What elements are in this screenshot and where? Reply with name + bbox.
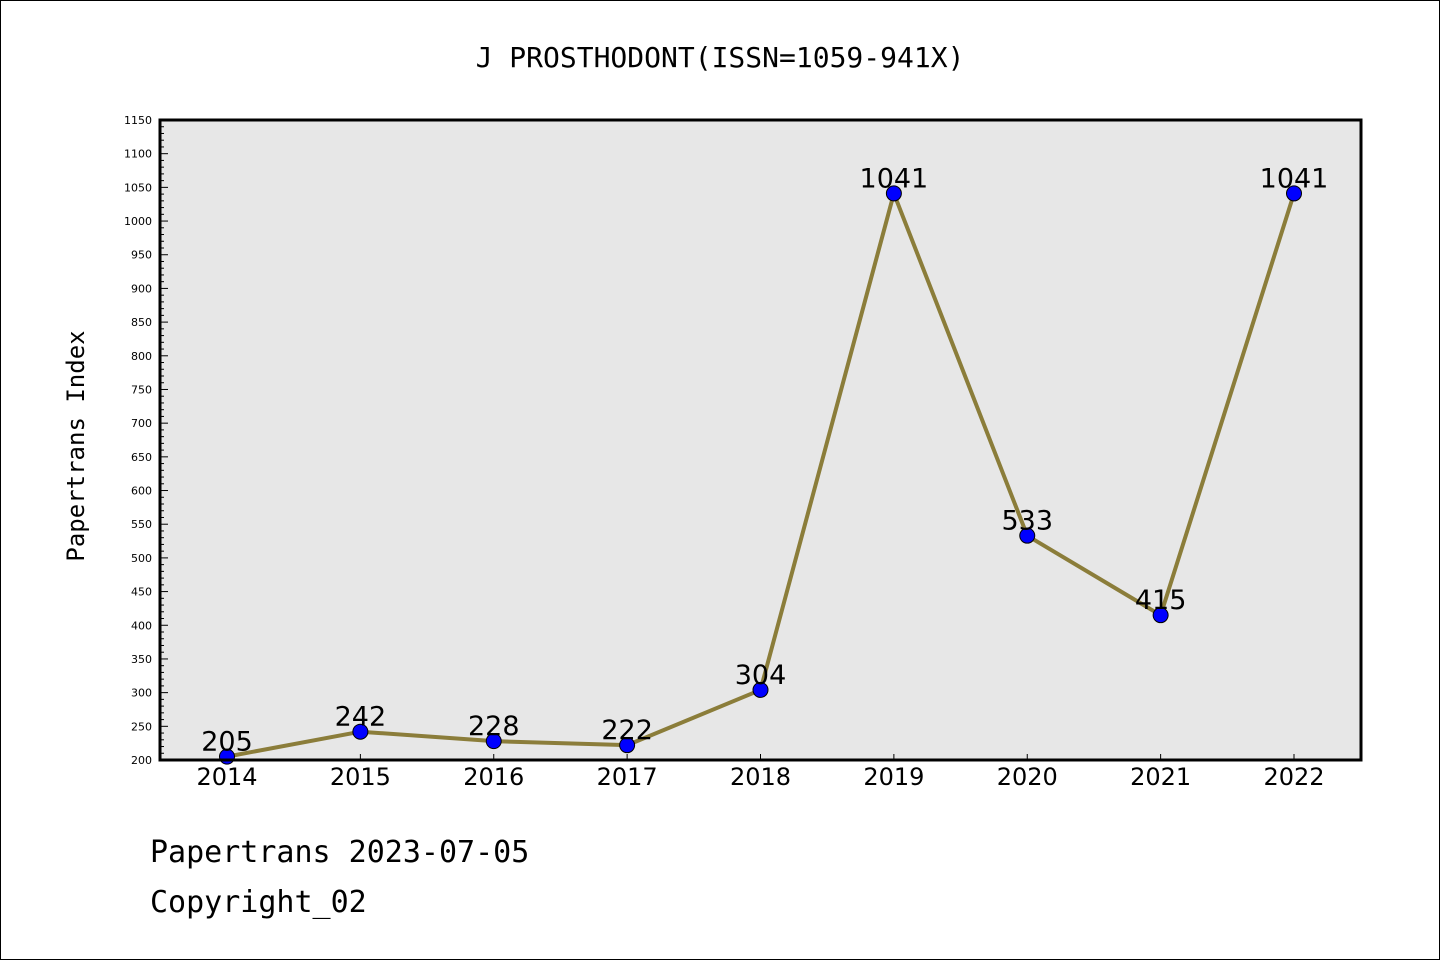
x-axis: 2014 2015 2016 2017 2018 2019 2020 2021 2022 [196,754,1325,791]
footer-copyright-text: Copyright_02 [150,885,367,920]
x-tick-label: 2022 [1263,763,1324,791]
data-label: 1041 [860,163,929,194]
y-tick-label: 700 [131,417,152,430]
y-tick-label: 900 [131,282,152,295]
y-tick-label: 550 [131,518,152,531]
data-label: 205 [201,727,253,758]
x-tick-label: 2016 [463,763,524,791]
x-tick-label: 2018 [730,763,791,791]
data-point [1019,527,1036,544]
plot-area [160,120,1361,760]
y-tick-label: 1100 [124,148,152,161]
x-tick-label: 2017 [597,763,658,791]
chart-title: J PROSTHODONT(ISSN=1059-941X) [476,41,965,74]
y-tick-label: 800 [131,350,152,363]
y-axis: 200 250 300 350 400 450 500 550 600 650 700 750 800 8… [124,114,168,767]
y-tick-label: 1150 [124,114,152,127]
data-label: 415 [1135,585,1187,616]
footer-date-text: Papertrans 2023-07-05 [150,835,530,870]
data-point [1152,607,1169,624]
data-label: 533 [1001,506,1053,537]
y-tick-label: 1000 [124,215,152,228]
plot-border [158,118,1363,762]
data-label: 304 [735,660,787,691]
y-tick-label: 350 [131,653,152,666]
data-label: 228 [468,711,520,742]
y-axis-label: Papertrans Index [62,330,90,561]
data-label: 222 [601,715,653,746]
x-tick-label: 2021 [1130,763,1191,791]
x-tick-label: 2015 [330,763,391,791]
y-tick-label: 200 [131,754,152,767]
y-tick-label: 600 [131,485,152,498]
y-tick-label: 450 [131,586,152,599]
data-point [885,185,902,202]
data-point [485,733,502,750]
data-point [752,681,769,698]
y-tick-label: 300 [131,687,152,700]
x-tick-label: 2014 [196,763,257,791]
y-tick-label: 750 [131,383,152,396]
data-point [352,723,369,740]
y-tick-label: 400 [131,619,152,632]
data-point [619,737,636,754]
x-tick-label: 2019 [863,763,924,791]
x-tick-label: 2020 [997,763,1058,791]
y-tick-label: 250 [131,720,152,733]
data-label: 1041 [1260,163,1329,194]
data-point [1286,185,1302,202]
series: 205 242 228 222 304 1041 533 415 1041 [201,163,1329,765]
y-tick-label: 950 [131,249,152,262]
y-tick-label: 850 [131,316,152,329]
y-tick-label: 500 [131,552,152,565]
y-tick-label: 1050 [124,181,152,194]
y-tick-label: 650 [131,451,152,464]
data-label: 242 [335,702,387,733]
